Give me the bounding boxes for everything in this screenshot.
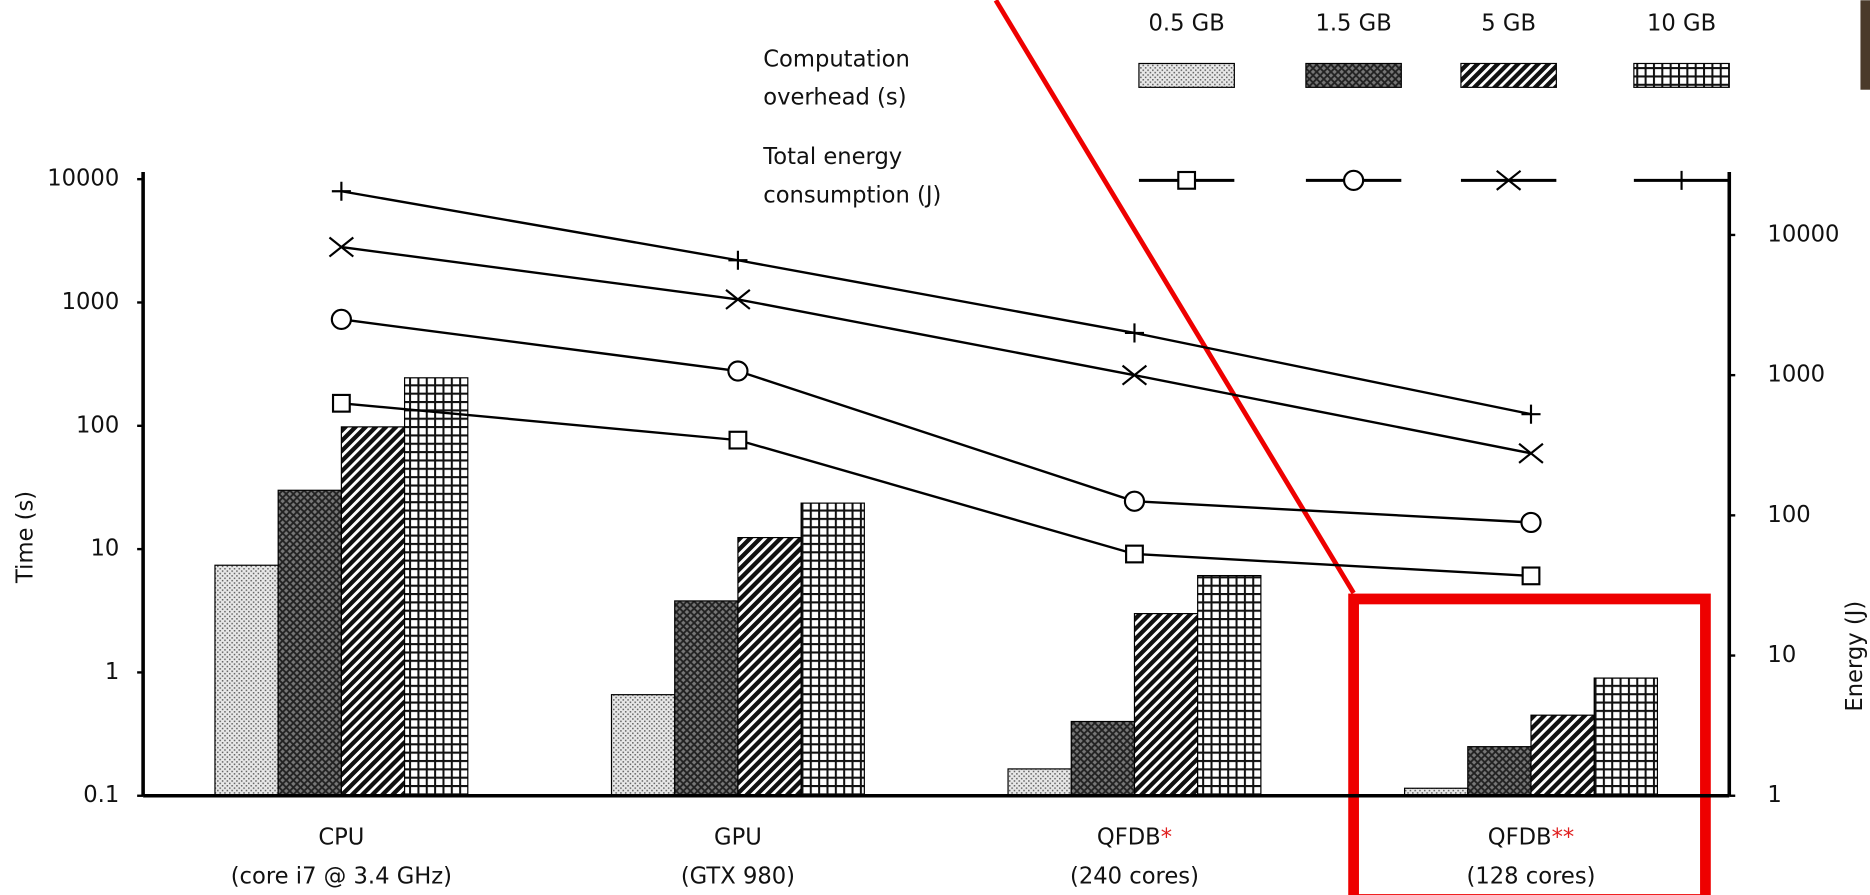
bar (215, 565, 278, 796)
energy-line (341, 191, 1531, 414)
legend-marker (1672, 171, 1691, 190)
x-tick-detail: (240 cores) (1070, 863, 1199, 889)
legend-marker (1344, 171, 1363, 190)
bar (1071, 721, 1134, 795)
energy-marker (728, 251, 747, 270)
y2-tick-label: 10 (1767, 642, 1796, 668)
x-tick-label: QFDB* (1097, 824, 1172, 850)
legend-swatch (1634, 63, 1729, 87)
y2-tick-label: 10000 (1767, 221, 1839, 247)
x-tick-label: GPU (714, 824, 762, 850)
category-name: GPU (714, 824, 762, 850)
bar (801, 503, 864, 796)
y-tick-label: 1 (105, 659, 119, 685)
bar (612, 695, 675, 796)
y-axis-title: Time (s) (13, 491, 39, 584)
category-name: CPU (318, 824, 364, 850)
energy-marker (332, 310, 351, 329)
energy-line (341, 403, 1531, 576)
energy-marker (332, 182, 351, 201)
energy-marker (333, 395, 350, 412)
chart: Time (s) Energy (J) 0.1 1 10 100 1000 10000 1 1… (0, 0, 1870, 895)
y-tick-label: 1000 (62, 289, 120, 315)
bar (405, 378, 468, 796)
y2-tick-label: 100 (1767, 502, 1810, 528)
legend-swatch (1139, 63, 1234, 87)
legend-row-label: Total energy (762, 144, 902, 170)
energy-marker (1123, 366, 1147, 385)
energy-marker (1519, 444, 1543, 463)
energy-marker (1125, 492, 1144, 511)
energy-marker (1521, 405, 1540, 424)
bar (1198, 576, 1261, 796)
legend-swatch (1461, 63, 1556, 87)
legend-row-label: Computation (763, 46, 910, 72)
category-note: ** (1552, 824, 1575, 850)
energy-line (341, 247, 1531, 453)
bar (1134, 614, 1197, 796)
bar (1008, 769, 1071, 796)
x-tick-label: CPU (318, 824, 364, 850)
legend-swatch (1306, 63, 1401, 87)
y-tick-label: 100 (76, 412, 119, 438)
category-note: * (1161, 824, 1172, 850)
energy-marker (730, 432, 747, 449)
page: {"chart_data": { "type": "bar", "y_label… (0, 0, 1870, 895)
y2-tick-label: 1000 (1767, 362, 1825, 388)
x-tick-label: QFDB** (1488, 824, 1574, 850)
energy-marker (1523, 568, 1540, 585)
x-tick-detail: (core i7 @ 3.4 GHz) (231, 863, 452, 889)
bar (1468, 747, 1531, 796)
energy-marker (1521, 513, 1540, 532)
energy-marker (728, 361, 747, 380)
legend-label: 1.5 GB (1315, 11, 1391, 37)
y2-tick-label: 1 (1767, 782, 1781, 808)
legend-marker (1178, 172, 1195, 189)
bar (341, 427, 404, 796)
y-tick-label: 0.1 (83, 782, 119, 808)
energy-marker (1125, 323, 1144, 342)
legend-label: 10 GB (1647, 11, 1716, 37)
x-tick-detail: (128 cores) (1467, 863, 1596, 889)
legend-label: 0.5 GB (1148, 11, 1224, 37)
energy-marker (1126, 546, 1143, 563)
x-tick-detail: (GTX 980) (681, 863, 795, 889)
bar (278, 490, 341, 795)
bar (1531, 715, 1594, 796)
legend-row-label: overhead (s) (763, 85, 906, 111)
category-name: QFDB (1097, 824, 1161, 850)
legend-row-label: consumption (J) (763, 182, 941, 208)
y2-axis-title: Energy (J) (1842, 601, 1868, 712)
bar (1594, 678, 1657, 796)
bar (738, 538, 801, 796)
corner-fragment (1860, 0, 1870, 89)
y-tick-label: 10000 (47, 166, 119, 192)
category-name: QFDB (1488, 824, 1552, 850)
y-tick-label: 10 (90, 536, 119, 562)
legend-label: 5 GB (1481, 11, 1536, 37)
bar (675, 601, 738, 796)
